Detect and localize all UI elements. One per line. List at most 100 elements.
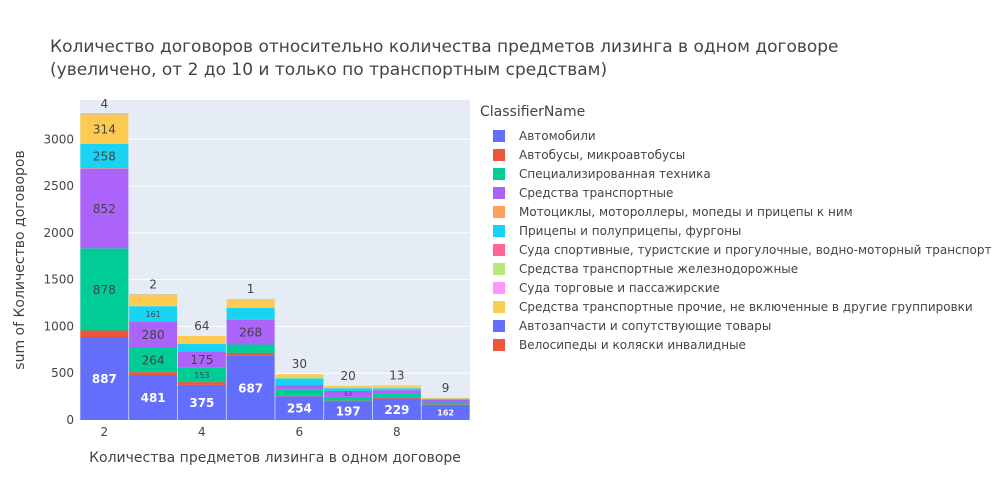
bar-segment [177,382,226,385]
bar-value-label: 175 [190,353,213,367]
legend-swatch [493,338,505,351]
bar-top-label: 2 [149,277,157,291]
legend: ClassifierName Автомобили Автобусы, микро… [480,104,991,354]
legend-item[interactable]: Велосипеды и коляски инвалидные [480,335,991,354]
legend-label: Специализированная техника [519,166,711,181]
bar-segment [129,347,178,373]
x-tick-label: 4 [198,425,206,439]
bar-value-label: 162 [437,408,454,417]
bar-top-label: 4 [101,97,109,111]
bar-value-label: 161 [145,310,160,319]
bar-top-label: 20 [340,369,355,383]
bar-top-label: 9 [442,381,450,395]
bar-segment [226,355,275,420]
bar-value-label: 229 [384,403,409,417]
bar-value-label: 153 [194,371,209,380]
x-tick-labels: 2 4 6 8 [101,425,401,439]
x-tick-label: 2 [101,425,109,439]
legend-item[interactable]: Средства транспортные железнодорожные [480,259,991,278]
bar-segment [421,402,470,405]
bar-segment [324,390,373,397]
legend-label: Автомобили [519,128,596,143]
legend-swatch [493,243,505,256]
bar-segment [80,337,129,420]
bar-value-label: 280 [142,328,165,342]
bar-segment [275,378,324,386]
bar-segment [226,319,275,345]
bar-top-label: 64 [194,319,209,333]
bar-segment [129,294,178,306]
bar-segment [129,306,178,322]
legend-item[interactable]: Мотоциклы, мотороллеры, мопеды и прицепы… [480,202,991,221]
legend-swatch [493,262,505,275]
bars [80,113,470,420]
bar-top-label: 30 [292,357,307,371]
bar-segment [324,400,373,402]
legend-swatch [493,319,505,332]
bar-segment [275,396,324,420]
bar-value-label: 878 [93,283,116,297]
bar-segment [421,397,470,399]
legend-label: Мотоциклы, мотороллеры, мопеды и прицепы… [519,204,853,219]
x-axis-label: Количества предметов лизинга в одном дог… [89,450,461,466]
y-tick-label: 1500 [43,273,74,287]
legend-item[interactable]: Средства транспортные [480,183,991,202]
bar-segment [80,168,129,249]
x-tick-label: 8 [393,425,401,439]
bar-segment [80,114,129,144]
bar-segment [226,344,275,353]
legend-item[interactable]: Средства транспортные прочие, не включен… [480,297,991,316]
bar-value-label: 258 [93,150,116,164]
bar-segment [80,143,129,169]
chart-title-line2: (увеличено, от 2 до 10 и только по транс… [50,60,608,80]
legend-label: Средства транспортные прочие, не включен… [519,299,973,314]
bar-segment [421,398,470,400]
legend-title: ClassifierName [480,104,586,120]
legend-items: Автомобили Автобусы, микроавтобусы Специал… [480,126,991,354]
legend-item[interactable]: Автозапчасти и сопутствующие товары [480,316,991,335]
legend-label: Суда торговые и пассажирские [519,280,720,295]
legend-label: Суда спортивные, туристские и прогулочны… [519,242,992,257]
legend-item[interactable]: Прицепы и полуприцепы, фургоны [480,221,991,240]
y-tick-label: 1000 [43,319,74,333]
bar-segment [226,299,275,308]
bar-segment [177,351,226,368]
chart-title: Количество договоров относительно количе… [50,36,839,82]
y-tick-labels: 0 500 1000 1500 2000 2500 3000 [43,132,74,427]
legend-item[interactable]: Суда спортивные, туристские и прогулочны… [480,240,991,259]
legend-item[interactable]: Суда торговые и пассажирские [480,278,991,297]
y-tick-label: 0 [66,413,74,427]
bar-segment [275,385,324,390]
bar-segment [177,367,226,383]
legend-swatch [493,186,505,199]
bar-segment [372,393,421,398]
legend-item[interactable]: Специализированная техника [480,164,991,183]
legend-item[interactable]: Автомобили [480,126,991,145]
bar-segment [324,385,373,389]
bar-value-label: 197 [336,404,361,418]
bar-segment [80,248,129,331]
legend-label: Автобусы, микроавтобусы [519,147,686,162]
legend-swatch [493,224,505,237]
bar-segment [129,321,178,348]
bar-segment [275,374,324,378]
bar-value-label: 254 [287,402,312,416]
bar-segment [226,307,275,319]
legend-label: Средства транспортные железнодорожные [519,261,799,276]
bar-value-label: 687 [238,381,263,395]
bar-segment [80,330,129,338]
bar-segment [372,398,421,420]
bar-value-label: 481 [141,391,166,405]
bar-segment [372,397,421,399]
legend-swatch [493,129,505,142]
bar-value-label: 314 [93,122,116,136]
bar-segment [275,389,324,396]
chart-title-line1: Количество договоров относительно количе… [50,37,839,57]
bar-segment [129,372,178,375]
bar-value-label: 268 [239,326,262,340]
y-tick-label: 2500 [43,179,74,193]
x-tick-label: 6 [296,425,304,439]
legend-item[interactable]: Автобусы, микроавтобусы [480,145,991,164]
legend-label: Велосипеды и коляски инвалидные [519,337,746,352]
